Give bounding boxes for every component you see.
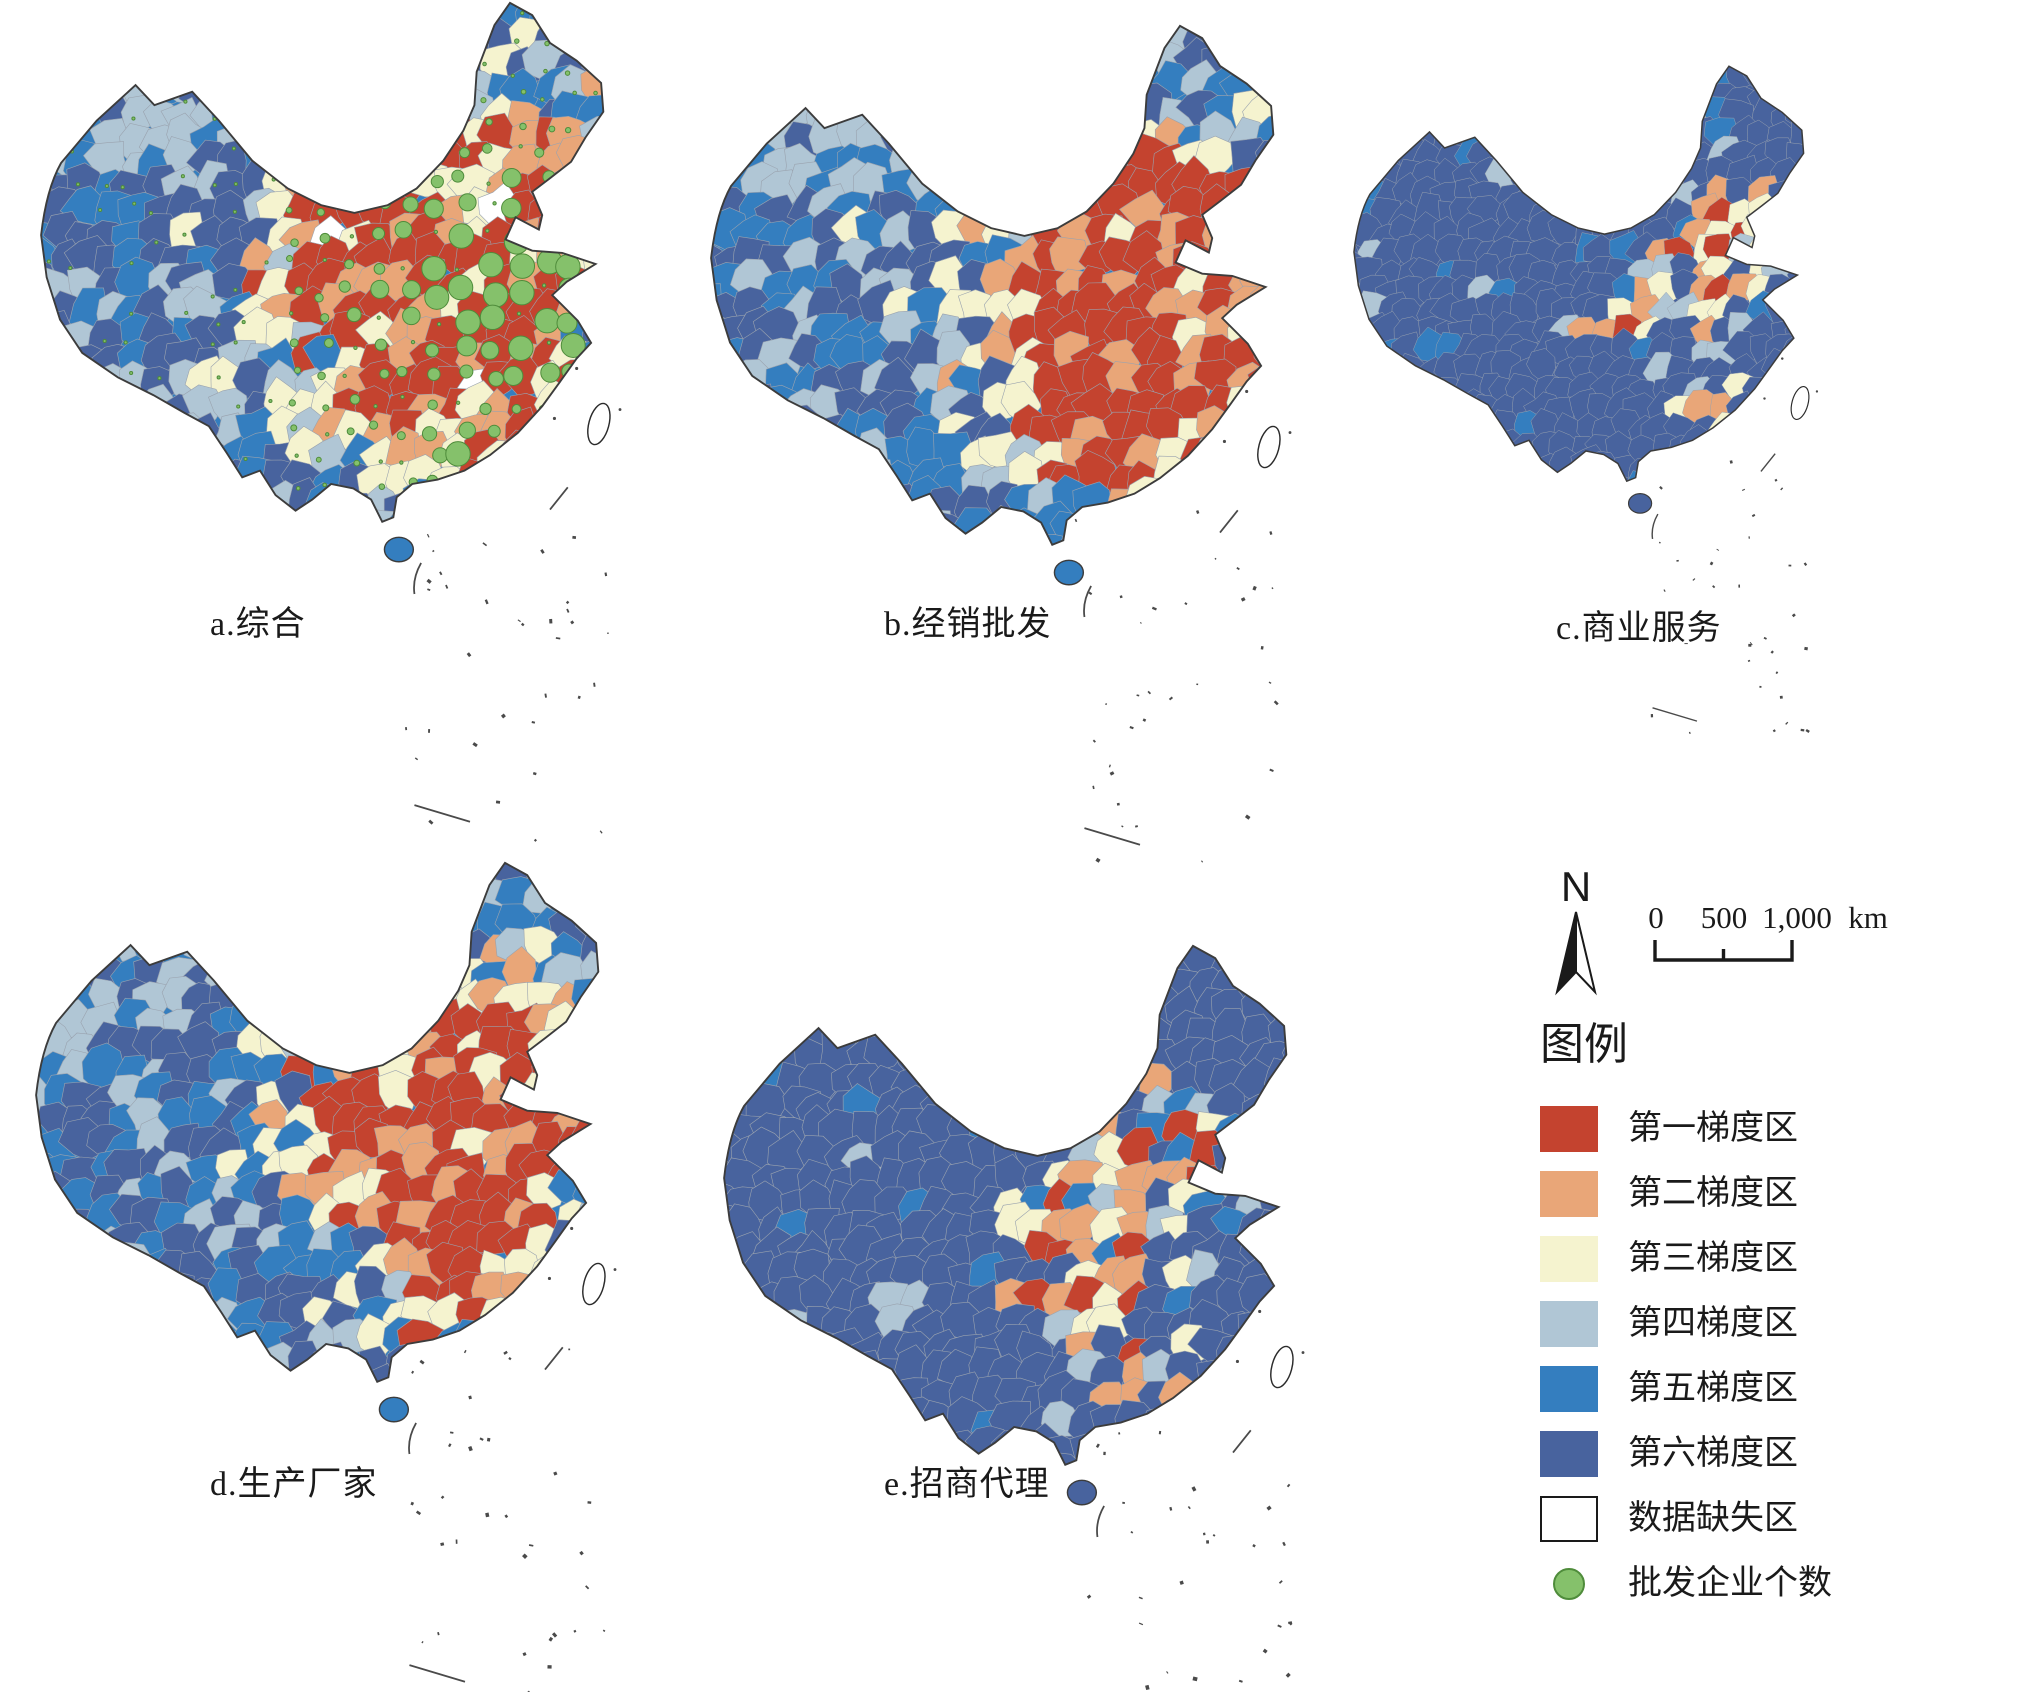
national-boundary bbox=[723, 944, 1288, 1466]
legend-item-wholesale-count: 批发企业个数 bbox=[1540, 1561, 2020, 1607]
scale-bar: 0 500 1,000 km bbox=[1640, 900, 1900, 964]
hainan-island bbox=[1053, 559, 1085, 586]
south-china-sea-islands bbox=[405, 336, 622, 842]
map-panel-comprehensive bbox=[30, 0, 630, 863]
china-map-agency bbox=[723, 944, 1305, 1691]
china-map-wholesale bbox=[710, 24, 1292, 863]
scale-tick-0: 0 bbox=[1648, 900, 1664, 935]
national-boundary bbox=[1353, 65, 1805, 483]
legend-item-missing-data: 数据缺失区 bbox=[1540, 1496, 2020, 1542]
north-arrow-icon bbox=[1555, 911, 1597, 996]
map-panel-agency bbox=[713, 928, 1313, 1692]
china-map-manufacturer bbox=[35, 861, 617, 1692]
scale-bar-icon bbox=[1653, 940, 1794, 962]
taiwan-island bbox=[587, 402, 611, 446]
map-label-commercial: c.商业服务 bbox=[1556, 610, 1722, 647]
legend: 图例 第一梯度区 第二梯度区 第三梯度区 第四梯度区 第五梯度区 第六梯度区 数… bbox=[1540, 1008, 2020, 1626]
hainan-island bbox=[378, 1396, 410, 1423]
legend-swatch-tier2 bbox=[1540, 1171, 1598, 1217]
map-label-agency: e.招商代理 bbox=[884, 1466, 1050, 1503]
scale-tick-1000: 1,000 bbox=[1762, 900, 1832, 935]
prefecture-mosaic bbox=[1353, 66, 1804, 482]
legend-item-tier6: 第六梯度区 bbox=[1540, 1431, 2020, 1477]
taiwan-island bbox=[582, 1262, 606, 1306]
legend-swatch-missing-data bbox=[1540, 1496, 1598, 1542]
national-boundary bbox=[40, 1, 605, 523]
legend-title: 图例 bbox=[1540, 1020, 1628, 1069]
scale-unit: km bbox=[1848, 900, 1888, 935]
prefecture-mosaic bbox=[41, 2, 604, 522]
prefecture-mosaic bbox=[36, 862, 599, 1382]
hainan-island bbox=[1066, 1479, 1098, 1506]
china-map-comprehensive bbox=[40, 1, 622, 842]
legend-item-tier1: 第一梯度区 bbox=[1540, 1106, 2020, 1152]
taiwan-island bbox=[1270, 1345, 1294, 1389]
legend-circle-wholesale-count bbox=[1553, 1568, 1585, 1600]
taiwan-island bbox=[1790, 385, 1810, 421]
south-china-sea-islands bbox=[1650, 333, 1819, 735]
legend-swatch-tier6 bbox=[1540, 1431, 1598, 1477]
hainan-island bbox=[383, 536, 415, 563]
south-china-sea-islands bbox=[1074, 359, 1292, 863]
south-china-sea-islands bbox=[1086, 1279, 1305, 1691]
map-label-wholesale: b.经销批发 bbox=[884, 606, 1052, 643]
map-label-comprehensive: a.综合 bbox=[210, 606, 306, 643]
legend-item-tier3: 第三梯度区 bbox=[1540, 1236, 2020, 1282]
scale-tick-500: 500 bbox=[1700, 900, 1748, 935]
prefecture-mosaic bbox=[711, 25, 1274, 545]
north-arrow-label: N bbox=[1560, 863, 1592, 910]
legend-item-tier4: 第四梯度区 bbox=[1540, 1301, 2020, 1347]
north-arrow: N bbox=[1548, 866, 1604, 1005]
scale-bar-labels: 0 500 1,000 km bbox=[1640, 900, 1900, 936]
china-map-commercial bbox=[1353, 65, 1819, 735]
national-boundary bbox=[35, 861, 600, 1383]
legend-item-tier2: 第二梯度区 bbox=[1540, 1171, 2020, 1217]
legend-swatch-tier4 bbox=[1540, 1301, 1598, 1347]
national-boundary bbox=[710, 24, 1275, 546]
south-china-sea-islands bbox=[408, 1196, 617, 1692]
legend-swatch-tier1 bbox=[1540, 1106, 1598, 1152]
legend-item-tier5: 第五梯度区 bbox=[1540, 1366, 2020, 1412]
map-panel-wholesale bbox=[700, 8, 1300, 886]
prefecture-mosaic bbox=[724, 945, 1287, 1465]
legend-swatch-tier5 bbox=[1540, 1366, 1598, 1412]
hainan-island bbox=[1627, 493, 1653, 514]
map-panel-commercial bbox=[1345, 52, 1825, 754]
taiwan-island bbox=[1257, 425, 1281, 469]
legend-swatch-tier3 bbox=[1540, 1236, 1598, 1282]
map-panel-manufacturer bbox=[25, 845, 625, 1692]
map-label-manufacturer: d.生产厂家 bbox=[210, 1466, 378, 1503]
